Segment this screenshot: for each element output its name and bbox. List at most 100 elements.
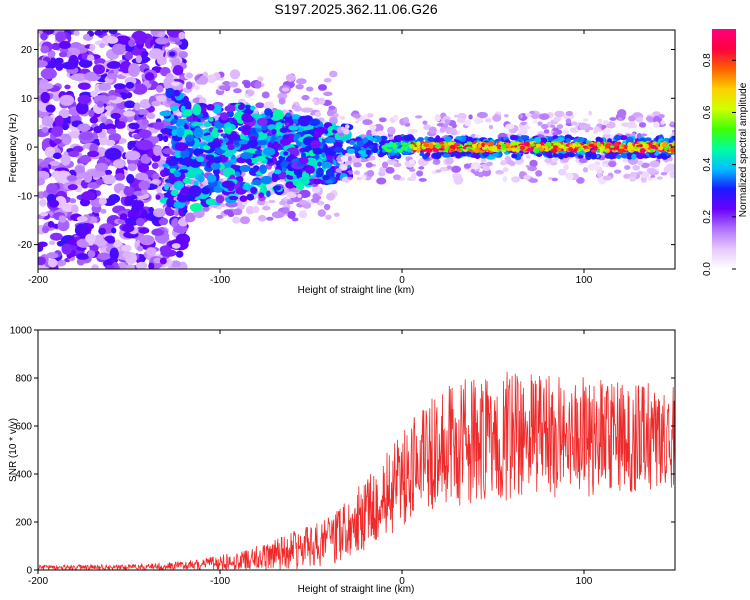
spectrogram-blob — [106, 128, 117, 135]
spectrogram-blob — [617, 148, 624, 154]
spectrogram-blob — [510, 134, 519, 141]
spectrogram-blob — [39, 198, 47, 207]
spectrogram-blob — [67, 130, 82, 139]
spectrogram-blob — [373, 123, 384, 133]
spectrogram-blob — [288, 125, 299, 131]
spectrogram-blob — [77, 123, 91, 132]
spectrogram-blob — [112, 159, 125, 169]
spectrogram-blob — [368, 144, 375, 149]
spectrogram-blob — [160, 128, 172, 135]
spectrogram-blob — [196, 156, 205, 163]
spectrogram-blob — [266, 216, 274, 221]
spectrogram-blob — [108, 60, 121, 68]
spectrogram-blob — [125, 264, 135, 269]
spectrogram-blob — [608, 160, 617, 168]
spectrogram-blob — [565, 172, 574, 180]
spectrogram-blob — [323, 91, 333, 97]
spectrogram-blob — [68, 54, 79, 69]
spectrogram-blob — [406, 176, 415, 182]
spectrogram-blob — [503, 114, 509, 118]
spectrogram-blob — [210, 162, 221, 170]
spectrogram-blob — [180, 149, 190, 159]
spectrogram-blob — [387, 160, 398, 165]
spectrogram-blob — [553, 116, 562, 122]
spectrogram-blob — [541, 123, 549, 130]
spectrogram-blob — [106, 237, 116, 244]
spectrogram-blob — [227, 210, 235, 218]
spectrogram-blob — [170, 105, 179, 112]
spectrogram-blob — [221, 180, 235, 189]
spectrogram-blob — [136, 245, 144, 252]
spectrogram-blob — [283, 196, 288, 201]
spectrogram-blob — [81, 52, 88, 60]
spectrogram-blob — [550, 148, 558, 153]
spectrogram-blob — [369, 124, 377, 131]
top-frame — [37, 29, 676, 270]
spectrogram-blob — [68, 238, 77, 245]
spectrogram-blob — [468, 114, 473, 120]
spectrogram-blob — [287, 210, 296, 219]
spectrogram-blob — [481, 142, 485, 148]
spectrogram-blob — [353, 113, 361, 119]
spectrogram-blob — [45, 104, 56, 113]
spectrogram-blob — [663, 166, 671, 174]
spectrogram-blob — [305, 165, 315, 174]
spectrogram-blob — [442, 153, 451, 158]
spectrogram-blob — [125, 150, 141, 161]
spectrogram-blob — [171, 57, 181, 68]
spectrogram-blob — [423, 143, 430, 148]
spectrogram-blob — [285, 181, 295, 189]
spectrogram-blob — [173, 89, 181, 97]
spectrogram-blob — [230, 164, 238, 169]
spectrogram-blob — [578, 158, 588, 164]
spectrogram-blob — [416, 170, 424, 177]
spectrogram-blob — [89, 43, 96, 51]
spectrogram-blob — [119, 37, 131, 45]
spectrogram-blob — [556, 124, 564, 129]
spectrogram-blob — [279, 138, 292, 146]
spectrogram-blob — [148, 48, 164, 60]
spectrogram-blob — [356, 176, 362, 181]
bottom-y-tick-label: 200 — [15, 518, 32, 529]
snr-panel: SNR (10 * v/v) Height of straight line (… — [8, 326, 676, 595]
spectrogram-blob — [632, 164, 641, 171]
spectrogram-blob — [623, 173, 631, 179]
spectrogram-blob — [247, 139, 258, 148]
spectrogram-blob — [232, 216, 241, 224]
spectrogram-blob — [285, 73, 296, 82]
spectrogram-blob — [225, 126, 232, 132]
spectrogram-blob — [98, 82, 112, 91]
spectrogram-blob — [536, 153, 543, 157]
spectrogram-blob — [348, 170, 353, 175]
spectrogram-blob — [502, 176, 508, 183]
spectrogram-blob — [480, 158, 487, 163]
spectrogram-blob — [151, 162, 159, 170]
spectrogram-blob — [257, 76, 264, 82]
spectrogram-blob — [474, 170, 480, 177]
spectrogram-blob — [309, 175, 315, 179]
spectrogram-blob — [599, 147, 604, 153]
spectrogram-blob — [106, 36, 119, 44]
spectrogram-blob — [267, 124, 277, 130]
spectrogram-blob — [293, 105, 302, 112]
spectrogram-blob — [638, 122, 647, 128]
spectrogram-blob — [645, 115, 654, 122]
spectrogram-blob — [224, 150, 233, 158]
spectrogram-blob — [153, 208, 166, 218]
spectrogram-blob — [313, 101, 320, 106]
spectrogram-blob — [615, 145, 620, 151]
spectrogram-blob — [58, 215, 67, 223]
spectrogram-blob — [87, 150, 99, 158]
spectrogram-blob — [239, 134, 245, 140]
spectrogram-blob — [239, 164, 251, 173]
spectrogram-blob — [193, 85, 200, 91]
top-y-axis-label: Frequency (Hz) — [8, 114, 19, 183]
spectrogram-blob — [259, 164, 268, 174]
spectrogram-blob — [116, 121, 126, 129]
spectrogram-blob — [609, 117, 617, 121]
spectrogram-blob — [636, 116, 643, 123]
spectrogram-blob — [47, 220, 55, 228]
spectrogram-blob — [317, 84, 327, 91]
spectrogram-blob — [261, 91, 270, 99]
bottom-y-tick-label: 0 — [26, 566, 32, 577]
